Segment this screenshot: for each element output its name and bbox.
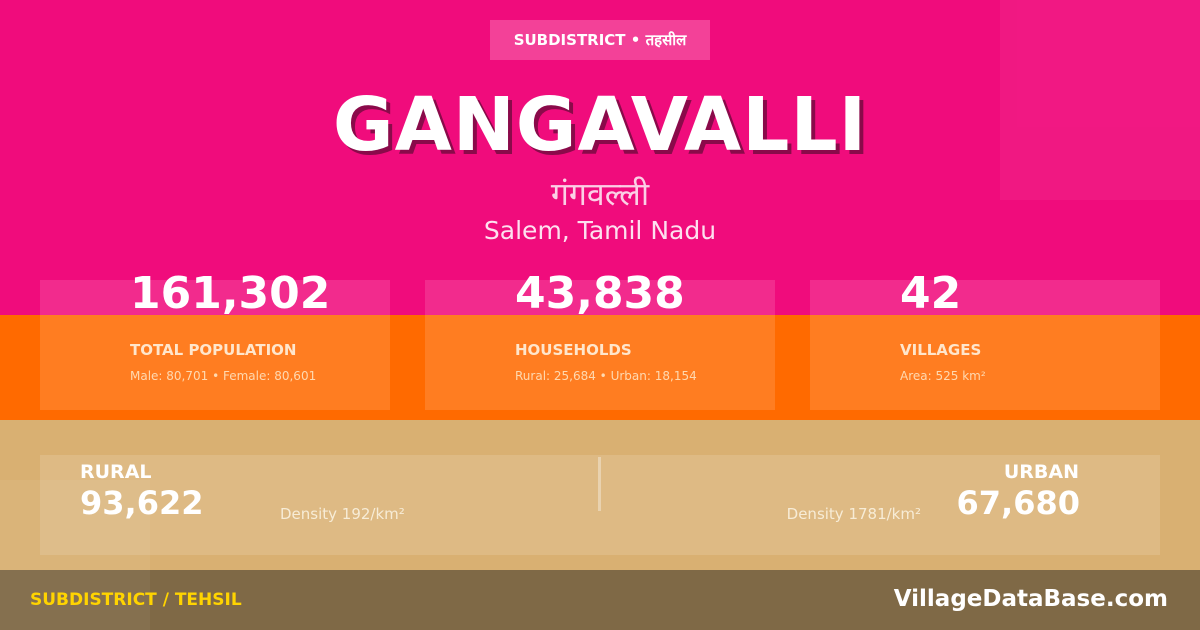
stat-value: 43,838: [515, 268, 685, 319]
stat-value: 42: [900, 268, 962, 319]
stat-detail: Rural: 25,684 • Urban: 18,154: [515, 369, 697, 383]
rural-value: 93,622: [80, 484, 204, 522]
stats-band: [0, 315, 1200, 420]
rural-density: Density 192/km²: [280, 505, 405, 523]
stat-detail: Area: 525 km²: [900, 369, 986, 383]
rural-urban-panel: [40, 455, 1160, 555]
stat-detail: Male: 80,701 • Female: 80,601: [130, 369, 317, 383]
brand-link[interactable]: VillageDataBase.com: [893, 586, 1168, 612]
rural-label: RURAL: [80, 461, 152, 483]
urban-density: Density 1781/km²: [786, 505, 921, 523]
stat-card-population: 161,302 TOTAL POPULATION Male: 80,701 • …: [40, 268, 390, 410]
urban-label: URBAN: [1003, 461, 1079, 483]
stat-value: 161,302: [130, 268, 331, 319]
location: Salem, Tamil Nadu: [483, 216, 717, 245]
stat-label: VILLAGES: [900, 341, 982, 359]
divider: [598, 457, 601, 511]
native-name: गंगवल्ली: [550, 175, 650, 213]
stat-card-villages: 42 VILLAGES Area: 525 km²: [810, 268, 1160, 410]
page-title: GANGAVALLI: [332, 82, 868, 168]
footer-band: [0, 570, 1200, 630]
decorative-square: [1000, 0, 1200, 200]
urban-value: 67,680: [956, 484, 1080, 522]
stat-label: TOTAL POPULATION: [130, 341, 297, 359]
stat-label: HOUSEHOLDS: [515, 341, 632, 359]
header-band: [0, 0, 1200, 315]
footer-type-label: SUBDISTRICT / TEHSIL: [30, 590, 242, 610]
decorative-square: [0, 480, 150, 630]
rural-urban-band: [0, 420, 1200, 570]
stat-card-households: 43,838 HOUSEHOLDS Rural: 25,684 • Urban:…: [425, 268, 775, 410]
type-badge: SUBDISTRICT • तहसील: [490, 20, 710, 60]
